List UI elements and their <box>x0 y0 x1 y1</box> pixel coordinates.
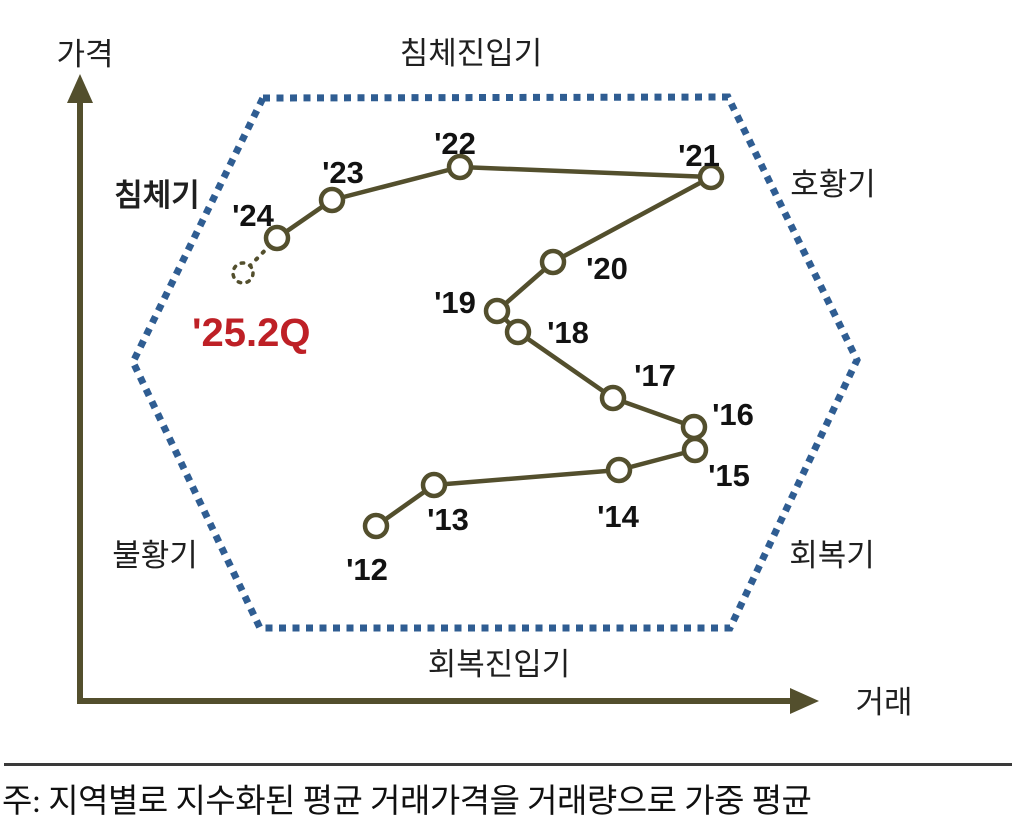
data-point-'13 <box>420 471 448 499</box>
hexagon-border <box>129 93 861 632</box>
forecast-label-'25.2Q: '25.2Q <box>192 311 310 355</box>
data-point-'19 <box>483 297 511 325</box>
year-label-'19: '19 <box>434 285 476 320</box>
year-label-'20: '20 <box>586 251 628 286</box>
series-group <box>241 164 714 528</box>
year-label-'24: '24 <box>232 198 275 233</box>
data-point-'15 <box>681 436 709 464</box>
data-point-'12 <box>362 512 390 540</box>
data-point-'22 <box>446 153 474 181</box>
phase-label-회복진입기: 회복진입기 <box>428 647 571 682</box>
phase-label-회복기: 회복기 <box>789 538 875 573</box>
data-point-'14 <box>605 456 633 484</box>
data-point-'20 <box>539 248 567 276</box>
x-axis-arrow-icon <box>790 688 819 714</box>
phase-label-호황기: 호황기 <box>790 167 876 202</box>
x-axis-label: 거래 <box>855 685 912 720</box>
footnote-text: 주: 지역별로 지수화된 평균 거래가격을 거래량으로 가중 평균 <box>2 784 812 820</box>
year-label-'17: '17 <box>634 358 676 393</box>
data-point-'24 <box>263 224 291 252</box>
year-label-'16: '16 <box>712 397 754 432</box>
data-point-'21 <box>697 163 725 191</box>
forecast-point-'25.2Q <box>231 261 255 285</box>
cycle-series-line <box>275 164 714 528</box>
year-label-'22: '22 <box>434 126 476 161</box>
footnote-divider <box>4 763 1012 766</box>
data-point-'16 <box>680 413 708 441</box>
y-axis-arrow-icon <box>67 74 93 103</box>
data-point-'17 <box>599 384 627 412</box>
year-labels-group: '12 '13 '14 '15 '16 '17 '18 '19 '20 '21 '22 '23 '24 '… <box>192 126 754 587</box>
phase-label-침체기: 침체기 <box>114 178 200 213</box>
hexagon-border-group <box>129 93 861 632</box>
year-label-'21: '21 <box>678 138 720 173</box>
year-label-'14: '14 <box>597 499 640 534</box>
data-point-'18 <box>504 318 532 346</box>
y-axis-label: 가격 <box>56 37 113 72</box>
year-label-'15: '15 <box>708 458 750 493</box>
year-label-'18: '18 <box>547 315 589 350</box>
year-label-'12: '12 <box>346 552 388 587</box>
year-label-'23: '23 <box>322 155 364 190</box>
phase-label-불황기: 불황기 <box>112 538 198 573</box>
data-point-'23 <box>318 186 346 214</box>
phase-label-침체진입기: 침체진입기 <box>400 36 543 71</box>
markers-group <box>231 153 725 540</box>
year-label-'13: '13 <box>427 502 469 537</box>
